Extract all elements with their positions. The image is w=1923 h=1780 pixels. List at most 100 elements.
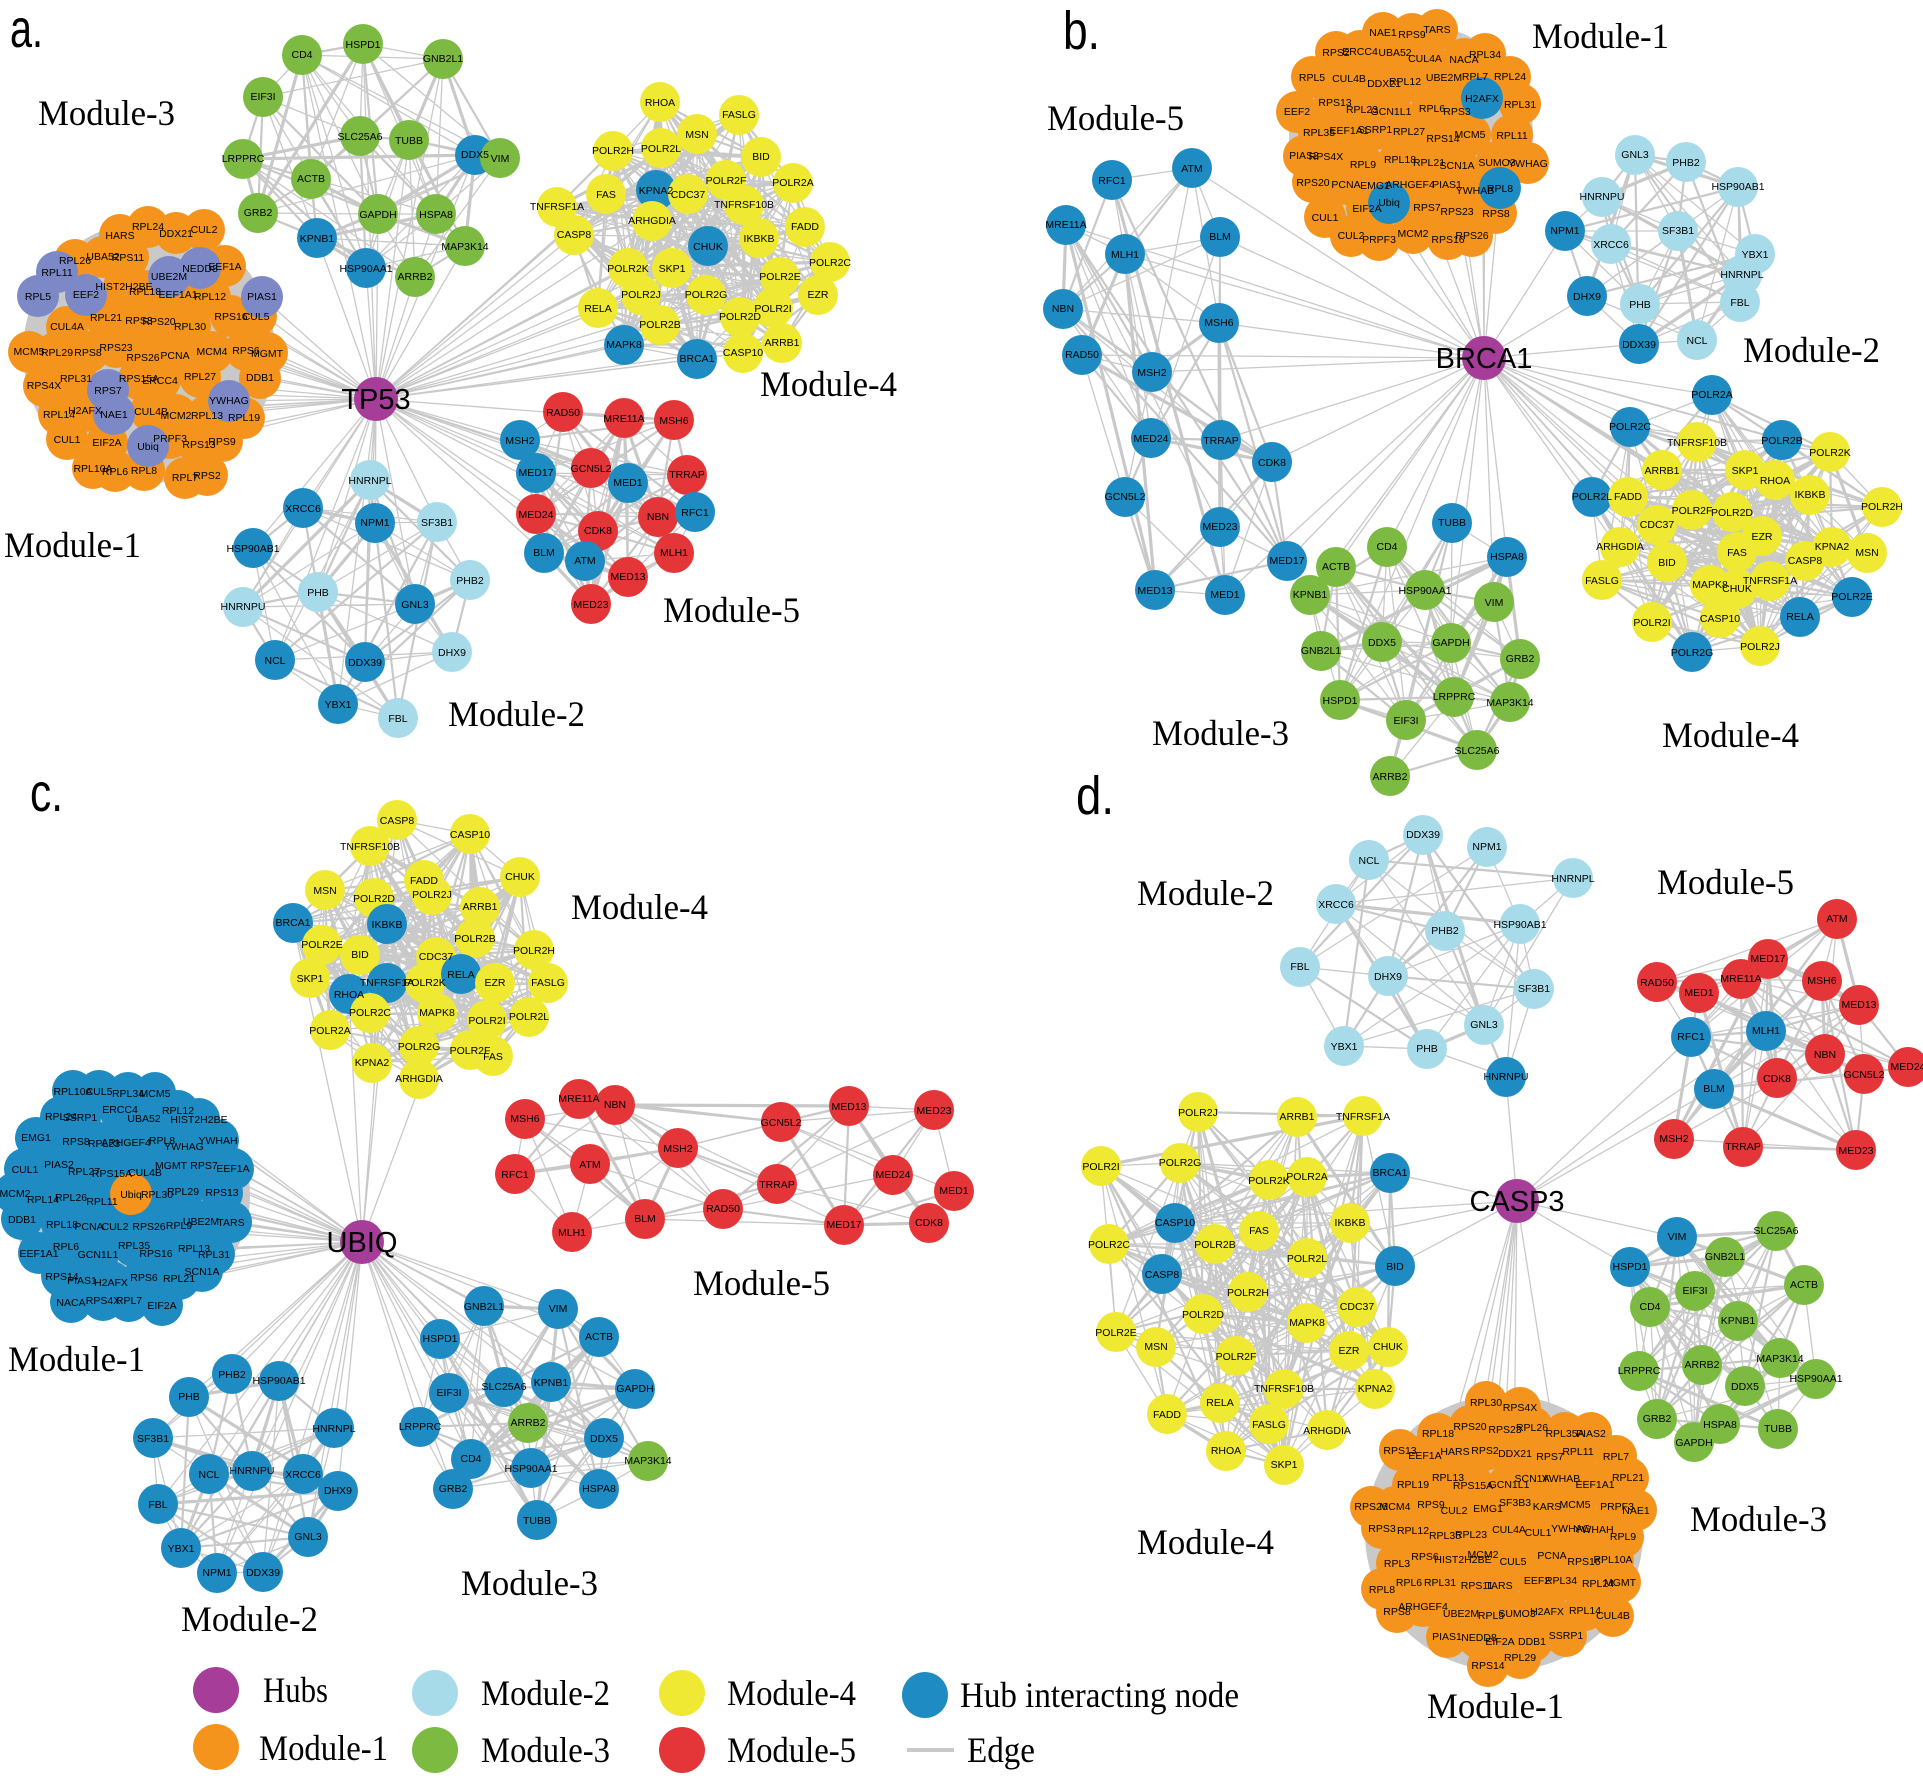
svg-text:RPL31: RPL31: [60, 373, 92, 385]
svg-text:ARHGDIA: ARHGDIA: [1596, 541, 1644, 553]
svg-text:H2AFX: H2AFX: [1465, 93, 1499, 105]
svg-text:CDK8: CDK8: [915, 1217, 943, 1229]
svg-text:DDB1: DDB1: [246, 372, 274, 384]
svg-text:UBE2M: UBE2M: [151, 271, 187, 283]
svg-text:SLC25A6: SLC25A6: [338, 131, 383, 143]
svg-text:RHOA: RHOA: [1211, 1445, 1241, 1457]
svg-text:TNFRSF1A: TNFRSF1A: [530, 201, 584, 213]
svg-text:RPL9: RPL9: [1350, 159, 1376, 171]
svg-text:MGMT: MGMT: [155, 1160, 188, 1172]
svg-text:EEF2: EEF2: [73, 289, 99, 301]
svg-text:CUL1: CUL1: [1312, 212, 1339, 224]
svg-text:CHUK: CHUK: [1373, 1341, 1403, 1353]
svg-text:MSH6: MSH6: [510, 1113, 539, 1125]
svg-text:DDX5: DDX5: [1731, 1381, 1759, 1393]
svg-text:POLR2G: POLR2G: [1159, 1157, 1202, 1169]
svg-text:SSRP1: SSRP1: [1358, 124, 1393, 136]
svg-text:KPNA2: KPNA2: [639, 185, 674, 197]
svg-text:CD4: CD4: [460, 1453, 481, 1465]
svg-text:FASLG: FASLG: [722, 109, 756, 121]
svg-text:EZR: EZR: [1752, 531, 1773, 543]
svg-text:a.: a.: [10, 0, 43, 59]
svg-text:HSPD1: HSPD1: [345, 39, 380, 51]
svg-text:RPL35A: RPL35A: [1545, 1428, 1584, 1440]
svg-text:ERCC4: ERCC4: [1342, 46, 1378, 58]
svg-text:NEDD8: NEDD8: [1461, 1632, 1497, 1644]
svg-text:NAE1: NAE1: [100, 409, 128, 421]
svg-text:Module-5: Module-5: [693, 1263, 830, 1303]
svg-text:HSP90AA1: HSP90AA1: [339, 263, 392, 275]
svg-text:MSN: MSN: [313, 885, 336, 897]
svg-text:MLH1: MLH1: [1111, 249, 1139, 261]
svg-text:RPS3: RPS3: [1443, 106, 1471, 118]
svg-text:Module-3: Module-3: [1690, 1499, 1827, 1539]
svg-text:RPL14: RPL14: [1569, 1605, 1601, 1617]
svg-text:ERCC4: ERCC4: [102, 1104, 138, 1116]
svg-text:RPL31: RPL31: [198, 1249, 230, 1261]
svg-text:RPS16: RPS16: [139, 1248, 172, 1260]
svg-text:Module-5: Module-5: [663, 590, 800, 630]
svg-text:FAS: FAS: [1249, 1225, 1269, 1237]
svg-text:MED13: MED13: [831, 1101, 866, 1113]
svg-text:RPS11: RPS11: [112, 252, 145, 264]
svg-text:MCM4: MCM4: [1380, 1501, 1411, 1513]
svg-text:POLR2E: POLR2E: [759, 271, 800, 283]
svg-text:MED24: MED24: [1890, 1061, 1923, 1073]
svg-text:YBX1: YBX1: [1331, 1041, 1358, 1053]
svg-text:Module-2: Module-2: [181, 1599, 318, 1639]
svg-text:RPS7: RPS7: [190, 1160, 218, 1172]
svg-text:MSH6: MSH6: [659, 415, 688, 427]
svg-text:RPS15A: RPS15A: [119, 373, 159, 385]
svg-text:MED23: MED23: [916, 1105, 951, 1117]
svg-text:UBA52: UBA52: [1378, 47, 1411, 59]
svg-text:HSP90AB1: HSP90AB1: [252, 1375, 305, 1387]
svg-text:RPL34: RPL34: [112, 1088, 144, 1100]
svg-text:POLR2I: POLR2I: [1082, 1161, 1119, 1173]
svg-text:Module-4: Module-4: [1662, 715, 1799, 755]
svg-text:POLR2L: POLR2L: [509, 1011, 549, 1023]
svg-text:PRPF3: PRPF3: [1600, 1501, 1634, 1513]
svg-text:POLR2C: POLR2C: [1088, 1239, 1130, 1251]
svg-text:CUL2: CUL2: [191, 224, 218, 236]
svg-text:RPS23: RPS23: [1488, 1424, 1521, 1436]
svg-text:POLR2I: POLR2I: [754, 303, 791, 315]
svg-text:HSP90AA1: HSP90AA1: [504, 1463, 557, 1475]
svg-text:HIST2H2BE: HIST2H2BE: [95, 281, 152, 293]
svg-text:PCNA: PCNA: [160, 350, 189, 362]
svg-text:YWHAG: YWHAG: [1551, 1523, 1591, 1535]
svg-text:RPL12: RPL12: [1397, 1525, 1429, 1537]
svg-text:HSPA8: HSPA8: [1703, 1419, 1737, 1431]
svg-text:RPL18: RPL18: [1384, 154, 1416, 166]
svg-text:DDX39: DDX39: [1622, 339, 1656, 351]
svg-text:CHUK: CHUK: [1722, 583, 1752, 595]
svg-text:XRCC6: XRCC6: [1593, 239, 1629, 251]
svg-text:Module-4: Module-4: [727, 1673, 856, 1713]
svg-text:DDX39: DDX39: [246, 1567, 280, 1579]
svg-text:BID: BID: [752, 151, 770, 163]
svg-text:ARHGDIA: ARHGDIA: [1303, 1425, 1351, 1437]
svg-text:HSPA8: HSPA8: [1490, 551, 1524, 563]
svg-text:POLR2K: POLR2K: [1248, 1175, 1289, 1187]
svg-text:KPNB1: KPNB1: [1721, 1315, 1756, 1327]
svg-text:PIAS2: PIAS2: [44, 1159, 74, 1171]
svg-text:NAE1: NAE1: [1622, 1505, 1650, 1517]
svg-text:HARS: HARS: [105, 230, 134, 242]
svg-text:NBN: NBN: [604, 1099, 626, 1111]
svg-text:LRPPRC: LRPPRC: [1618, 1365, 1661, 1377]
svg-text:Module-3: Module-3: [461, 1563, 598, 1603]
svg-text:CUL5: CUL5: [243, 311, 270, 323]
svg-text:RPS3: RPS3: [125, 315, 153, 327]
svg-text:EEF2: EEF2: [1284, 106, 1310, 118]
svg-text:VIM: VIM: [1668, 1231, 1687, 1243]
svg-text:FAS: FAS: [483, 1051, 503, 1063]
svg-text:PIAS2: PIAS2: [1289, 150, 1319, 162]
svg-text:YWHAG: YWHAG: [209, 395, 249, 407]
svg-text:ACTB: ACTB: [1790, 1279, 1818, 1291]
svg-text:KPNB1: KPNB1: [1293, 589, 1328, 601]
svg-text:RPL23: RPL23: [1346, 104, 1378, 116]
svg-text:Module-2: Module-2: [1743, 330, 1880, 370]
svg-text:IKBKB: IKBKB: [1795, 489, 1826, 501]
svg-text:TRRAP: TRRAP: [1203, 435, 1239, 447]
svg-text:TRRAP: TRRAP: [1725, 1141, 1761, 1153]
svg-text:LRPPRC: LRPPRC: [1433, 691, 1476, 703]
